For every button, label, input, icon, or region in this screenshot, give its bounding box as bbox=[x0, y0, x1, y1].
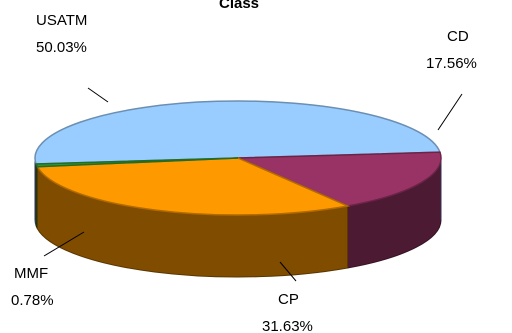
leader-lines bbox=[43, 87, 463, 282]
slice-usatm bbox=[34, 100, 442, 165]
slice-value-mmf: 0.78% bbox=[11, 292, 54, 309]
leader-line-cd bbox=[437, 93, 463, 131]
slice-value-usatm: 50.03% bbox=[36, 39, 87, 56]
slice-cp bbox=[36, 157, 351, 216]
slice-value-cp: 31.63% bbox=[262, 318, 313, 333]
slice-label-cd: CD bbox=[447, 28, 469, 45]
pie-top-layer bbox=[34, 100, 442, 216]
slice-label-usatm: USATM bbox=[36, 12, 87, 29]
slice-cd bbox=[237, 151, 442, 207]
leader-line-mmf bbox=[43, 231, 85, 257]
pie-depth-layer bbox=[34, 157, 442, 278]
leader-line-cp bbox=[279, 261, 297, 282]
chart-title: Class bbox=[219, 0, 259, 12]
leader-line-usatm bbox=[87, 87, 109, 103]
slice-label-cp: CP bbox=[278, 291, 299, 308]
slice-mmf bbox=[35, 157, 239, 168]
slice-label-mmf: MMF bbox=[14, 265, 48, 282]
slice-value-cd: 17.56% bbox=[426, 55, 477, 72]
